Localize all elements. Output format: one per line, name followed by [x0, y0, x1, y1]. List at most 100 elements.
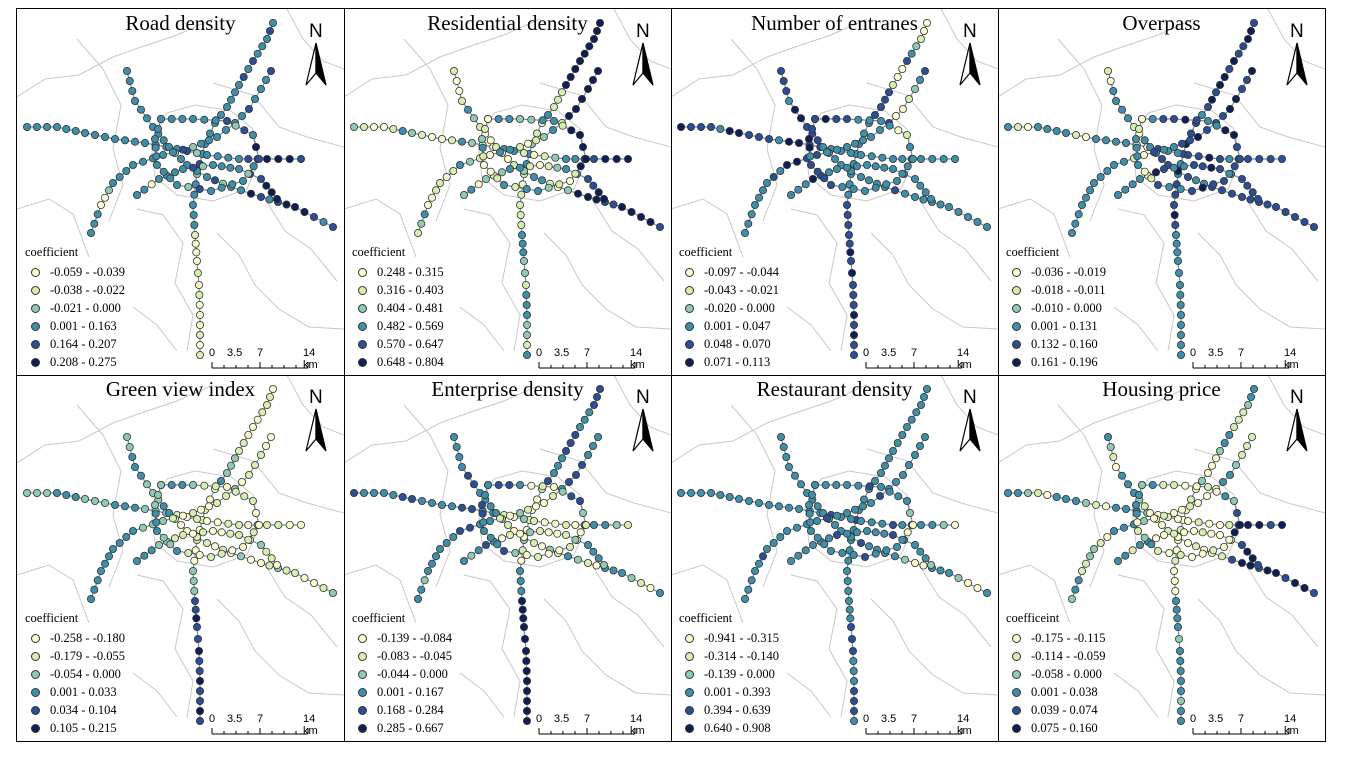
- station-marker: [236, 186, 245, 195]
- station-marker: [1175, 280, 1184, 289]
- legend-label: -0.044 - 0.000: [377, 666, 448, 681]
- station-marker: [137, 471, 146, 480]
- station-marker: [1179, 528, 1188, 537]
- station-marker: [888, 530, 897, 539]
- station-marker: [1197, 111, 1206, 120]
- station-marker: [449, 532, 458, 541]
- station-marker: [939, 154, 948, 163]
- station-marker: [359, 489, 368, 498]
- station-marker: [716, 491, 725, 500]
- station-marker: [926, 194, 935, 203]
- station-marker: [589, 34, 598, 43]
- station-marker: [1176, 330, 1185, 339]
- station-marker: [309, 578, 318, 587]
- metro-line: [681, 126, 955, 160]
- panel-divider: [17, 375, 1325, 376]
- station-marker: [571, 105, 580, 114]
- legend-swatch: [685, 633, 694, 643]
- station-marker: [1177, 505, 1186, 514]
- station-marker: [123, 67, 132, 76]
- station-marker: [460, 556, 469, 565]
- legend-item: 0.285 - 0.667: [352, 719, 452, 737]
- station-marker: [1132, 509, 1141, 518]
- station-marker: [921, 188, 930, 197]
- legend-swatch: [358, 651, 367, 661]
- legend-item: -0.941 - -0.315: [679, 629, 779, 647]
- station-marker: [529, 516, 538, 525]
- station-marker: [1157, 520, 1166, 529]
- station-marker: [898, 169, 907, 178]
- station-marker: [1145, 142, 1154, 151]
- station-marker: [888, 154, 897, 163]
- station-marker: [195, 310, 204, 319]
- station-marker: [1183, 538, 1192, 547]
- station-marker: [779, 77, 788, 86]
- station-marker: [1013, 123, 1022, 132]
- district-boundary: [403, 404, 451, 588]
- station-marker: [1225, 520, 1234, 529]
- station-marker: [876, 117, 885, 126]
- station-marker: [824, 534, 833, 543]
- station-marker: [888, 164, 897, 173]
- legend-swatch: [31, 339, 40, 349]
- station-marker: [164, 508, 173, 517]
- station-marker: [262, 547, 271, 556]
- station-marker: [125, 77, 134, 86]
- station-marker: [178, 145, 187, 154]
- station-marker: [522, 310, 531, 319]
- station-marker: [486, 533, 495, 542]
- station-marker: [184, 548, 193, 557]
- legend-title: coefficient: [25, 245, 79, 259]
- station-marker: [97, 566, 106, 575]
- station-marker: [128, 87, 137, 96]
- station-marker: [777, 433, 786, 442]
- station-marker: [1118, 471, 1127, 480]
- legend-swatch: [31, 723, 40, 733]
- station-marker: [261, 442, 270, 451]
- station-marker: [898, 154, 907, 163]
- legend-label: 0.285 - 0.667: [377, 720, 444, 735]
- station-marker: [850, 505, 859, 514]
- legend-item: 0.161 - 0.196: [1006, 353, 1106, 371]
- station-marker: [1179, 162, 1188, 171]
- station-marker: [1171, 190, 1180, 199]
- station-marker: [442, 538, 451, 547]
- station-marker: [567, 492, 576, 501]
- station-marker: [677, 123, 685, 132]
- station-marker: [230, 454, 239, 463]
- station-marker: [830, 520, 839, 529]
- legend-item: -0.018 - -0.011: [1006, 281, 1106, 299]
- station-marker: [557, 454, 566, 463]
- station-marker: [87, 594, 96, 603]
- station-marker: [1120, 157, 1129, 166]
- district-boundary: [543, 232, 671, 330]
- station-marker: [890, 186, 899, 195]
- station-marker: [511, 182, 520, 191]
- station-marker: [1243, 34, 1252, 43]
- station-marker: [328, 588, 337, 597]
- station-marker: [202, 150, 211, 159]
- station-marker: [747, 576, 756, 585]
- station-marker: [369, 489, 378, 498]
- station-marker: [522, 320, 531, 329]
- station-marker: [592, 392, 601, 401]
- station-marker: [111, 501, 120, 510]
- station-marker: [1082, 193, 1091, 202]
- station-marker: [195, 686, 204, 695]
- station-marker: [783, 160, 792, 169]
- station-marker: [548, 126, 557, 135]
- station-marker: [1023, 123, 1032, 132]
- district-boundary: [998, 564, 1071, 624]
- station-marker: [190, 230, 199, 239]
- station-marker: [505, 115, 514, 124]
- station-marker: [1230, 528, 1239, 537]
- station-marker: [867, 152, 876, 161]
- station-marker: [195, 290, 204, 299]
- station-marker: [859, 495, 868, 504]
- station-marker: [561, 154, 570, 163]
- station-marker: [1248, 188, 1257, 197]
- station-marker: [1173, 622, 1182, 631]
- station-marker: [1140, 502, 1149, 511]
- station-marker: [1209, 546, 1218, 555]
- station-marker: [898, 65, 907, 74]
